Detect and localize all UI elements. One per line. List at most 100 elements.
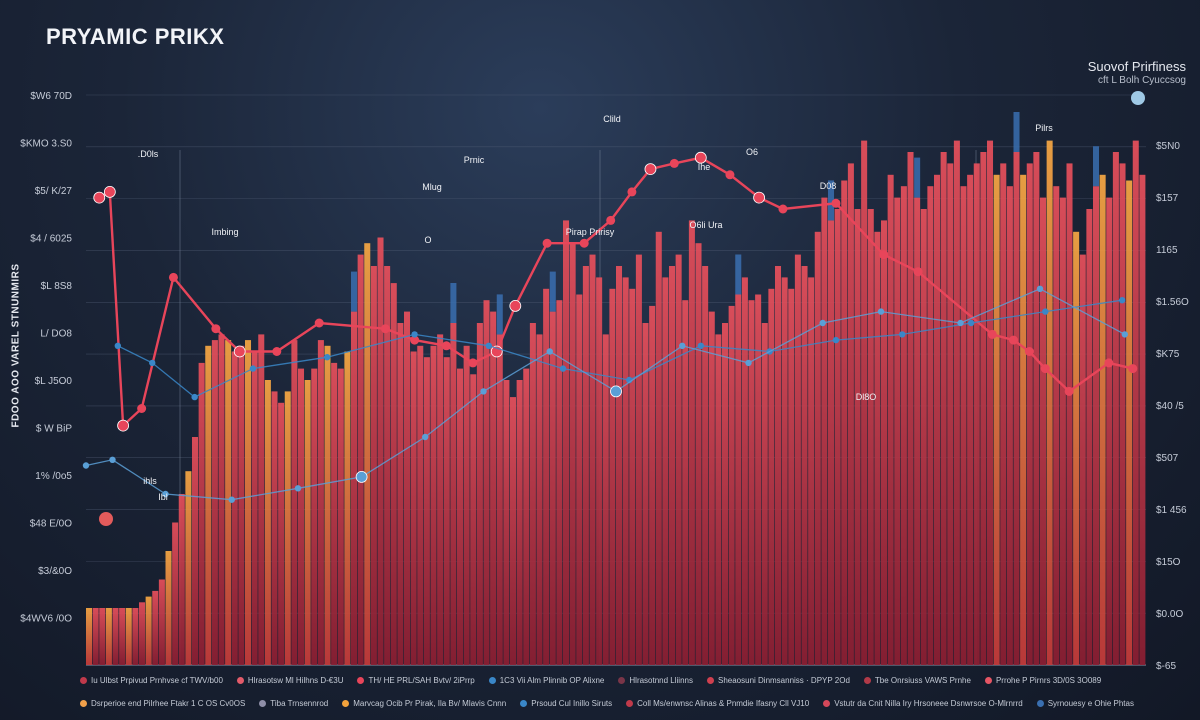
bar [443, 357, 450, 665]
bar-highlight [496, 294, 503, 335]
bar [284, 391, 291, 665]
subtitle-line-2: cft L Bolh Cyuccsog [1097, 75, 1186, 86]
data-point [191, 393, 198, 401]
y-tick-label-right: $5N0 [1156, 141, 1180, 152]
data-point [480, 388, 487, 395]
bar [609, 288, 616, 665]
bar [430, 345, 437, 665]
bar [1013, 152, 1020, 665]
legend-item: Iu Ulbst Prpivud Prnhvse cf TWV/b00 [80, 670, 223, 691]
bar [1106, 197, 1113, 665]
bar [556, 300, 563, 665]
bar [536, 334, 543, 665]
legend-swatch [706, 677, 714, 684]
bar [165, 551, 172, 665]
data-point [109, 456, 116, 463]
data-point [294, 485, 302, 492]
legend-swatch [236, 677, 244, 684]
y-tick-label-right: $1 456 [1156, 505, 1187, 516]
bar [450, 323, 457, 665]
data-point [610, 385, 622, 398]
legend-swatch [259, 700, 267, 707]
bar [1132, 140, 1139, 666]
data-point [1040, 364, 1050, 374]
legend-swatch [626, 700, 634, 707]
bar [940, 152, 947, 665]
legend-label: Prrohe P Pirnrs 3D/0S 3O089 [995, 676, 1102, 685]
legend-swatch [488, 677, 496, 684]
bar [967, 174, 974, 666]
data-point [485, 342, 492, 349]
y-tick-label-left: $4 / 6025 [30, 234, 72, 245]
data-point [1104, 358, 1114, 368]
bar [841, 180, 848, 665]
data-point [694, 151, 707, 164]
bar [132, 608, 139, 665]
y-tick-label-left: $W6 70D [30, 91, 72, 102]
bar [854, 209, 861, 665]
bar [582, 266, 589, 665]
bar [483, 300, 490, 665]
data-point [422, 433, 429, 441]
y-tick-label-left: $ W BiP [36, 424, 72, 435]
data-point [162, 490, 169, 498]
bar-highlight [1013, 112, 1020, 152]
bar [775, 266, 782, 665]
legend-swatch [357, 677, 365, 684]
bar [178, 494, 185, 665]
bar [722, 323, 729, 665]
bar [987, 140, 994, 666]
data-point [606, 215, 616, 225]
data-point [355, 470, 368, 483]
bar [914, 197, 921, 665]
bar [907, 152, 914, 665]
bar [973, 163, 980, 665]
bar [1099, 174, 1106, 666]
subtitle-line-1: Suovof Prirfiness [1087, 59, 1186, 74]
bar [715, 334, 722, 665]
y-tick-label-left: $4WV6 /0O [20, 614, 72, 625]
annotation-label: .D0ls [138, 149, 159, 159]
bar [198, 362, 205, 665]
data-point [1118, 297, 1126, 304]
data-point [149, 359, 156, 367]
legend-label: Prsoud Cul Inillo Siruts [531, 699, 613, 708]
data-point [831, 198, 841, 208]
bar [105, 608, 112, 665]
bar [688, 220, 695, 665]
bar [1046, 140, 1053, 666]
bar [205, 345, 212, 665]
legend-label: 1C3 Vii Alm Plinnib OP Alixne [499, 676, 605, 685]
bar [211, 340, 218, 665]
annotation-label: Imbing [211, 227, 238, 237]
legend-item: Prsoud Cul Inillo Siruts [520, 693, 612, 714]
bar [953, 140, 960, 666]
annotation-label: Ihe [698, 162, 711, 172]
bar [231, 351, 238, 665]
bar [251, 351, 258, 665]
y-tick-label-left: 1% /0o5 [35, 471, 72, 482]
bar [86, 608, 93, 665]
bar [887, 174, 894, 666]
data-point [117, 419, 129, 432]
annotation-label: Clild [603, 114, 621, 124]
bar [1033, 152, 1040, 665]
data-point [819, 319, 826, 327]
bar [324, 345, 331, 665]
legend-label: TH/ HE PRL/SAH Bvtv/ 2iPrrp [368, 676, 475, 685]
bar [828, 220, 835, 665]
bar-series [86, 112, 1146, 666]
bar [145, 596, 152, 665]
data-point [323, 354, 331, 361]
bar [675, 254, 682, 665]
data-point [579, 238, 589, 248]
bar [576, 294, 583, 665]
bar [794, 254, 801, 665]
bar [344, 351, 351, 665]
bar [934, 174, 941, 666]
data-point [1036, 285, 1044, 292]
bar [510, 397, 517, 665]
bar [311, 368, 318, 665]
legend-swatch [342, 700, 350, 707]
